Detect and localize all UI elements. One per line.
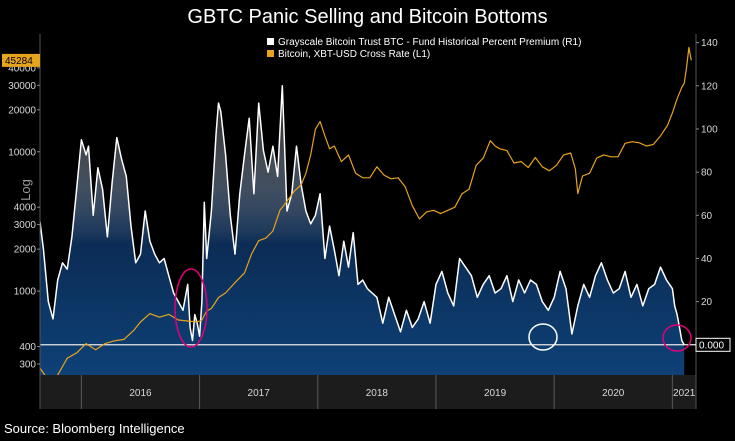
highlight-circle-2016: [174, 268, 208, 348]
right-tick-label: 100: [701, 124, 718, 135]
series-line-bitcoin: [40, 46, 692, 375]
right-axis: 20 40 60 80 100 120 140: [696, 38, 718, 308]
right-tick-label: 60: [701, 211, 713, 222]
left-tick-label: 20000: [8, 105, 36, 116]
right-value-flag: 0.000: [695, 337, 731, 352]
x-axis: 2016 2017 2018 2019 2020 2021: [80, 375, 696, 409]
x-tick-label: 2020: [602, 388, 625, 399]
legend-label-gbtc: Grayscale Bitcoin Trust BTC - Fund Histo…: [278, 37, 581, 48]
right-tick-label: 20: [701, 297, 713, 308]
left-tick-label: 40000: [8, 63, 36, 74]
left-axis-title: Log: [18, 179, 33, 201]
chart-title: GBTC Panic Selling and Bitcoin Bottoms: [187, 6, 548, 28]
left-tick-label: 1000: [14, 287, 37, 298]
x-tick-label: 2019: [484, 388, 507, 399]
left-axis: 300 400 1000 2000 3000 4000 10000 20000 30000 400…: [8, 63, 40, 370]
left-tick-label: 3000: [14, 220, 37, 231]
x-tick-label: 2017: [248, 388, 271, 399]
flag-zero-value: 0.000: [699, 340, 724, 351]
highlight-circle-2020: [528, 323, 558, 351]
x-axis-band: [40, 375, 696, 409]
left-tick-label: 400: [19, 342, 36, 353]
x-tick-label: 2016: [129, 388, 152, 399]
left-tick-label: 2000: [14, 245, 37, 256]
legend-swatch-bitcoin: [267, 50, 274, 57]
right-tick-label: 40: [701, 254, 713, 265]
flag-bitcoin-last-value: 45284: [5, 56, 33, 67]
source-note: Source: Bloomberg Intelligence: [4, 421, 185, 436]
x-tick-label: 2018: [366, 388, 389, 399]
series-line-gbtc-premium: [40, 85, 685, 346]
right-tick-label: 80: [701, 168, 713, 179]
left-tick-label: 10000: [8, 147, 36, 158]
x-tick-label: 2021: [673, 388, 696, 399]
legend-label-bitcoin: Bitcoin, XBT-USD Cross Rate (L1): [278, 49, 430, 60]
right-tick-label: 120: [701, 81, 718, 92]
left-tick-label: 4000: [14, 203, 37, 214]
highlight-circle-2021: [662, 324, 692, 352]
legend-swatch-gbtc: [267, 38, 274, 45]
right-tick-label: 140: [701, 38, 718, 49]
left-value-flag: 45284: [2, 53, 40, 67]
left-tick-label: 300: [19, 359, 36, 370]
legend: Grayscale Bitcoin Trust BTC - Fund Histo…: [267, 37, 581, 60]
left-tick-label: 30000: [8, 81, 36, 92]
premium-area-fill: [40, 85, 685, 375]
